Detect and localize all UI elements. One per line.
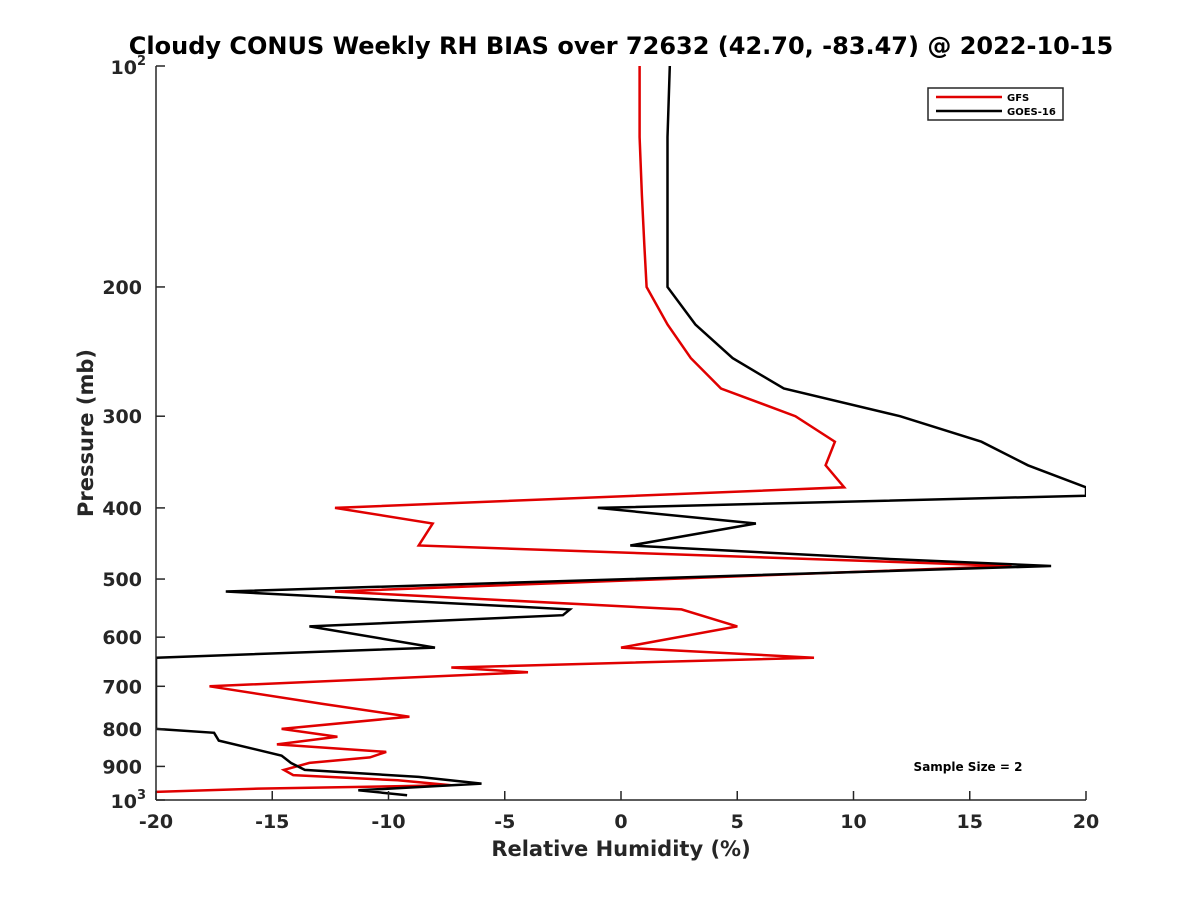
chart-title: Cloudy CONUS Weekly RH BIAS over 72632 (…: [129, 32, 1113, 60]
x-tick-label: 15: [957, 811, 983, 833]
y-tick-label: 700: [102, 676, 142, 698]
y-tick-label: 800: [102, 719, 142, 741]
sample-size-annotation: Sample Size = 2: [914, 760, 1023, 774]
y-tick-label: 900: [102, 756, 142, 778]
y-tick-label: 102: [111, 54, 147, 79]
x-tick-label: -15: [255, 811, 289, 833]
y-tick-label: 400: [102, 498, 142, 520]
x-tick-label: 10: [840, 811, 866, 833]
x-ticks: -20 -15 -10 -5 0 5 10 15 20: [139, 791, 1099, 833]
x-tick-label: -5: [494, 811, 515, 833]
legend-label-goes16: GOES-16: [1007, 107, 1056, 118]
x-tick-label: -20: [139, 811, 173, 833]
y-tick-label: 500: [102, 569, 142, 591]
y-tick-label: 200: [102, 277, 142, 299]
series-group: [156, 66, 1086, 797]
y-tick-label: 300: [102, 406, 142, 428]
plot-area: -20 -15 -10 -5 0 5 10 15 20 102 200 300 400 500 600 70…: [102, 54, 1099, 833]
series-line-gfs: [156, 66, 1012, 794]
x-tick-label: 5: [731, 811, 744, 833]
legend-label-gfs: GFS: [1007, 93, 1029, 104]
y-tick-label: 600: [102, 627, 142, 649]
series-line-goes16: [156, 66, 1086, 797]
x-tick-label: 20: [1073, 811, 1099, 833]
x-axis-label: Relative Humidity (%): [491, 837, 750, 861]
y-axis-label: Pressure (mb): [74, 349, 98, 517]
x-tick-label: 0: [614, 811, 627, 833]
legend: GFS GOES-16: [927, 87, 1064, 121]
x-tick-label: -10: [371, 811, 405, 833]
y-ticks: 102 200 300 400 500 600 700 800 900 103: [102, 54, 165, 813]
legend-box: [927, 87, 1064, 121]
y-tick-label: 103: [111, 788, 147, 813]
